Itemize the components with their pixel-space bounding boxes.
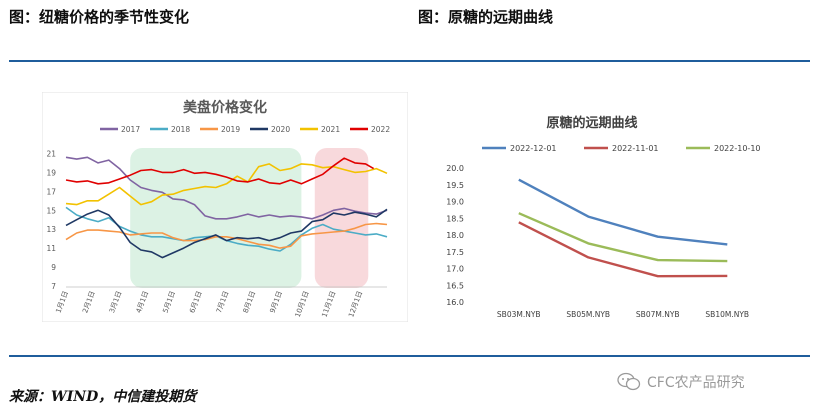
y-tick-label: 19 <box>46 168 56 177</box>
y-tick-label: 9 <box>51 263 56 272</box>
source-note: 来源：WIND，中信建投期货 <box>9 389 197 405</box>
y-tick-label: 13 <box>46 225 56 234</box>
legend-label-2019: 2019 <box>221 125 240 134</box>
right-figure-title: 图：原糖的远期曲线 <box>418 8 554 26</box>
series-line-2022 <box>65 157 375 185</box>
wechat-icon <box>617 372 641 391</box>
y-tick-label: 17.5 <box>446 248 464 257</box>
legend-label-2022: 2022 <box>371 125 390 134</box>
x-category-label: SB10M.NYB <box>705 310 749 319</box>
series-line-2019 <box>65 222 388 249</box>
series-line-2017 <box>65 156 388 220</box>
legend-label-2017: 2017 <box>121 125 140 134</box>
series-line-2022-11-01 <box>518 221 728 278</box>
chart-title: 原糖的远期曲线 <box>546 115 637 131</box>
series-line-2020 <box>65 208 388 259</box>
wechat-watermark: CFC农产品研究 <box>617 372 745 392</box>
y-tick-label: 21 <box>46 149 56 158</box>
y-tick-label: 15 <box>46 206 56 215</box>
seasonal-price-chart: 美盘价格变化 2017 2018 2019 2020 2021 2022 7 9 11 13 15 17… <box>42 92 408 322</box>
y-tick-label: 18.0 <box>446 231 464 240</box>
y-tick-label: 17.0 <box>446 265 464 274</box>
y-tick-label: 17 <box>46 187 56 196</box>
top-divider <box>9 60 810 62</box>
y-tick-label: 19.0 <box>446 198 464 207</box>
forward-curve-chart: 原糖的远期曲线 2022-12-01 2022-11-01 2022-10-10 16.… <box>446 115 761 319</box>
legend-label-2022-12-01: 2022-12-01 <box>510 144 557 153</box>
legend-label-2021: 2021 <box>321 125 340 134</box>
watermark-text: CFC农产品研究 <box>647 375 745 391</box>
y-tick-label: 16.5 <box>446 281 464 290</box>
y-tick-label: 18.5 <box>446 214 464 223</box>
series-line-2022-12-01 <box>518 178 728 246</box>
series-line-2022-10-10 <box>518 212 728 263</box>
legend-label-2018: 2018 <box>171 125 190 134</box>
x-category-label: SB03M.NYB <box>497 310 541 319</box>
highlight-band-2 <box>314 148 369 288</box>
bottom-divider <box>9 355 810 357</box>
y-tick-label: 16.0 <box>446 298 464 307</box>
legend-label-2020: 2020 <box>271 125 290 134</box>
left-figure-title: 图：纽糖价格的季节性变化 <box>9 8 190 26</box>
y-tick-label: 19.5 <box>446 181 464 190</box>
y-tick-label: 11 <box>46 244 56 253</box>
legend-label-2022-11-01: 2022-11-01 <box>612 144 659 153</box>
chart-title: 美盘价格变化 <box>183 99 267 116</box>
y-tick-label: 7 <box>51 282 56 291</box>
x-category-label: SB07M.NYB <box>636 310 680 319</box>
y-tick-label: 20.0 <box>446 164 464 173</box>
legend-label-2022-10-10: 2022-10-10 <box>714 144 761 153</box>
x-category-label: SB05M.NYB <box>566 310 610 319</box>
